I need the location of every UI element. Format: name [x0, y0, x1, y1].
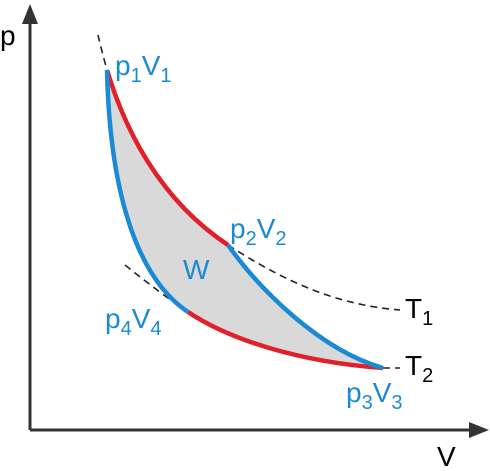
label-part: T — [405, 350, 422, 381]
point-label: p2V2 — [230, 213, 287, 250]
work-area — [107, 70, 383, 368]
y-axis-label: p — [0, 20, 16, 51]
label-part: V — [142, 50, 161, 81]
label-part: 4 — [150, 318, 161, 340]
point-label: p4V4 — [105, 303, 162, 340]
label-part: 1 — [422, 308, 433, 330]
x-axis-label: V — [437, 441, 456, 471]
isotherm-t2 — [186, 310, 384, 371]
adiabat — [226, 243, 384, 371]
label-part: 2 — [422, 365, 433, 387]
isotherm-t1 — [104, 69, 230, 247]
label-part: p — [346, 377, 362, 408]
label-part: 2 — [275, 228, 286, 250]
point-label: p3V3 — [346, 377, 403, 414]
label-part: 1 — [160, 65, 171, 87]
y-arrow — [22, 4, 38, 24]
x-arrow — [469, 422, 489, 438]
label-part: T — [405, 293, 422, 324]
label-part: p — [230, 213, 246, 244]
adiabat — [104, 69, 190, 314]
label-part: 2 — [246, 228, 257, 250]
isotherm-label: T1 — [405, 293, 433, 330]
label-part: p — [115, 50, 131, 81]
label-part: V — [132, 303, 151, 334]
label-part: 4 — [121, 318, 132, 340]
label-part: 3 — [391, 392, 402, 414]
point-label: p1V1 — [115, 50, 172, 87]
work-label: W — [183, 254, 210, 285]
isotherm-label: T2 — [405, 350, 433, 387]
label-part: V — [373, 377, 392, 408]
label-part: p — [105, 303, 121, 334]
label-part: V — [257, 213, 276, 244]
label-part: 3 — [362, 392, 373, 414]
label-part: 1 — [131, 65, 142, 87]
isotherm-extension — [97, 34, 401, 369]
